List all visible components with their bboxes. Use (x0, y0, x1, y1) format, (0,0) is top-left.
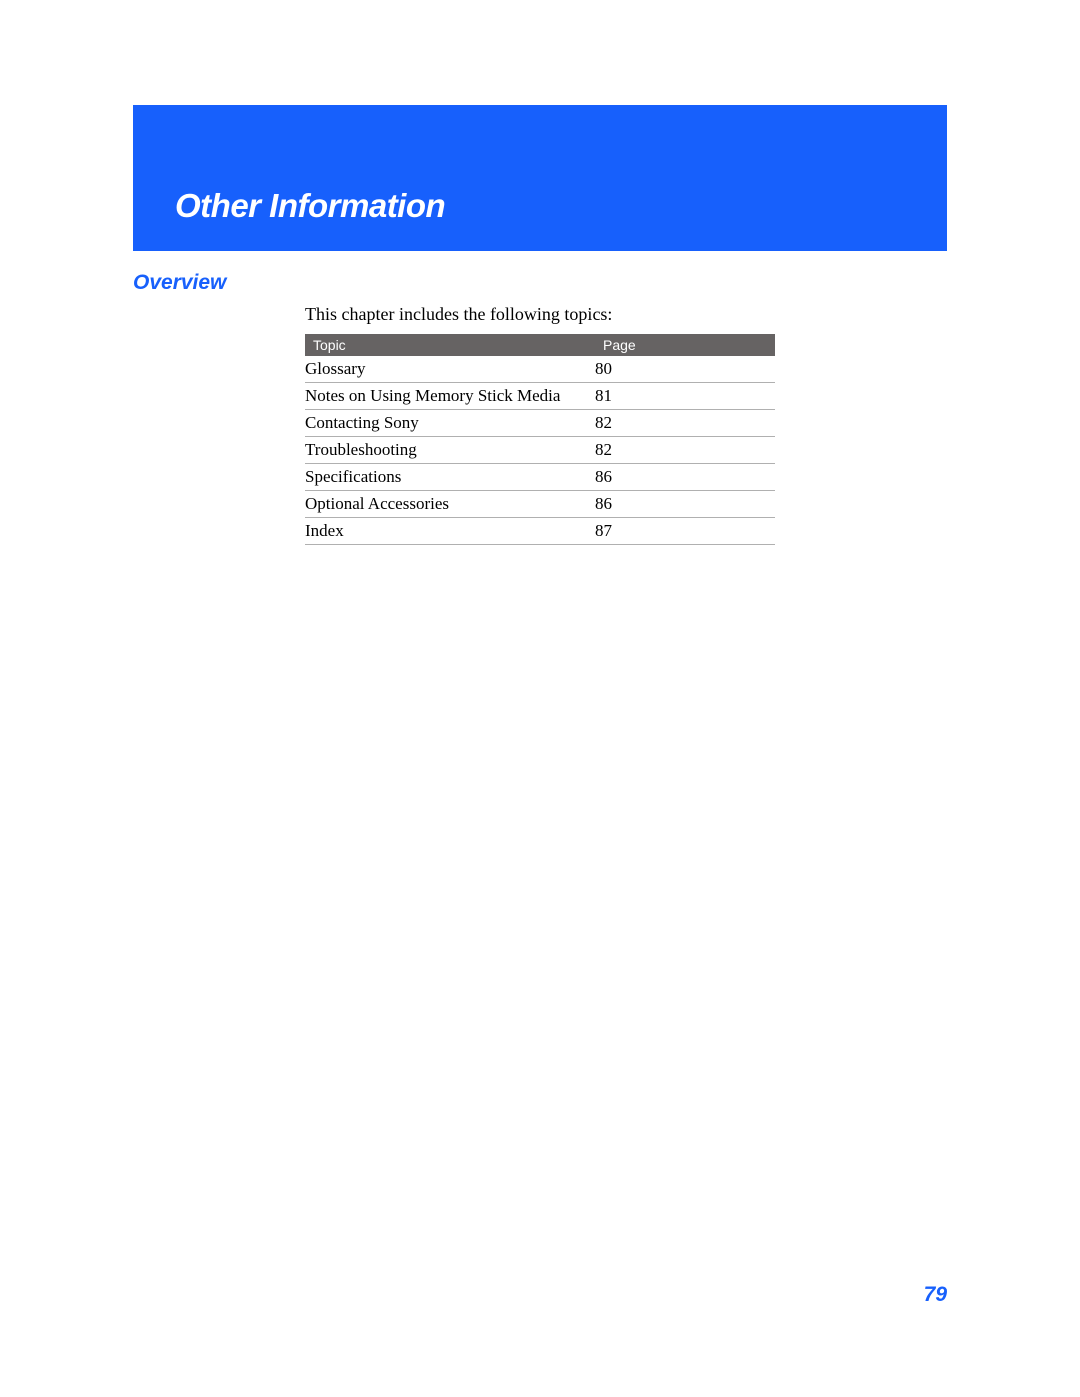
chapter-title: Other Information (175, 187, 445, 225)
page-cell: 80 (595, 356, 775, 383)
table-row: Optional Accessories 86 (305, 491, 775, 518)
page-cell: 87 (595, 518, 775, 545)
chapter-header-banner: Other Information (133, 105, 947, 251)
table-row: Contacting Sony 82 (305, 410, 775, 437)
page-cell: 81 (595, 383, 775, 410)
intro-text: This chapter includes the following topi… (305, 304, 612, 325)
topic-cell: Glossary (305, 356, 595, 383)
topic-cell: Troubleshooting (305, 437, 595, 464)
table-row: Glossary 80 (305, 356, 775, 383)
table-header-row: Topic Page (305, 334, 775, 356)
topics-table: Topic Page Glossary 80 Notes on Using Me… (305, 334, 775, 545)
topic-cell: Contacting Sony (305, 410, 595, 437)
topic-cell: Index (305, 518, 595, 545)
table-row: Troubleshooting 82 (305, 437, 775, 464)
page-cell: 86 (595, 491, 775, 518)
table-row: Index 87 (305, 518, 775, 545)
page-number: 79 (924, 1283, 947, 1307)
table-header-topic: Topic (305, 334, 595, 356)
page-cell: 82 (595, 437, 775, 464)
topic-cell: Notes on Using Memory Stick Media (305, 383, 595, 410)
section-heading: Overview (133, 271, 226, 295)
topic-cell: Specifications (305, 464, 595, 491)
page-cell: 86 (595, 464, 775, 491)
table-row: Specifications 86 (305, 464, 775, 491)
page-cell: 82 (595, 410, 775, 437)
table-header-page: Page (595, 334, 775, 356)
topic-cell: Optional Accessories (305, 491, 595, 518)
table-row: Notes on Using Memory Stick Media 81 (305, 383, 775, 410)
